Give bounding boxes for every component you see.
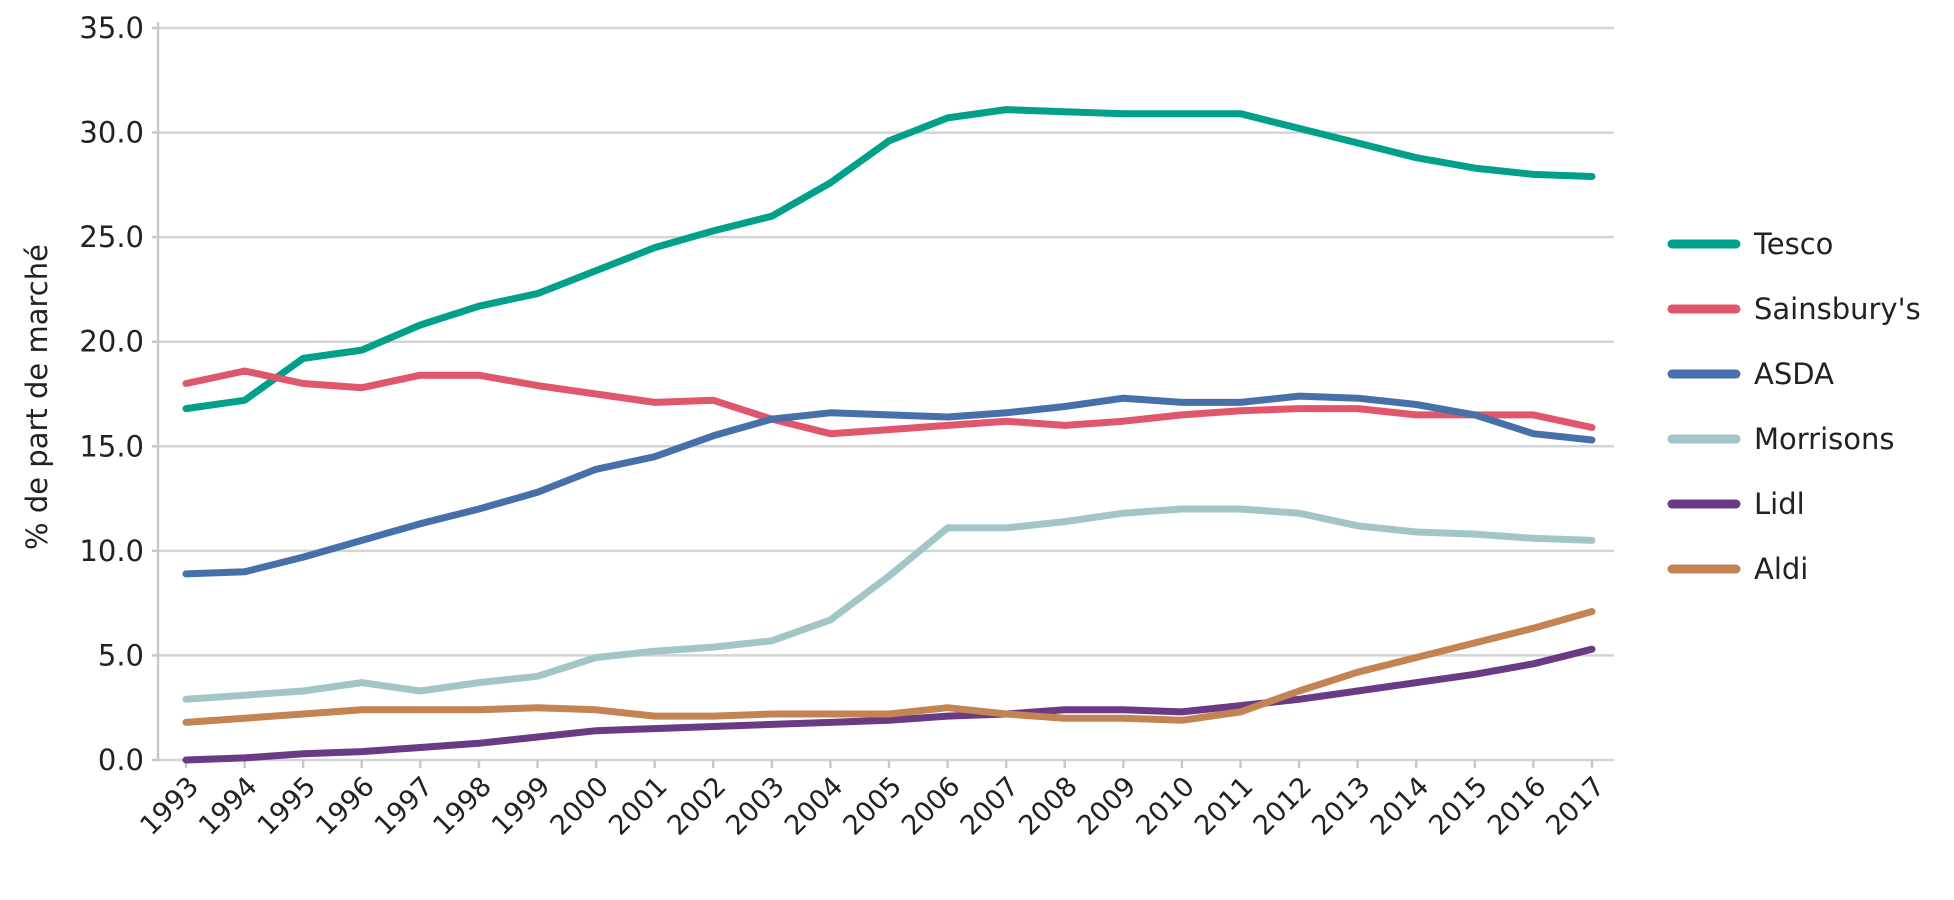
x-tick-label: 2014 <box>1365 771 1436 842</box>
series-line-morrisons <box>182 505 1596 703</box>
series-line-sainsbury-s <box>182 367 1596 438</box>
x-tick-label: 2010 <box>1130 771 1201 842</box>
y-axis-title: % de part de marché <box>20 244 54 550</box>
y-tick-labels: 0.0 5.0 10.0 15.0 20.0 25.0 30.0 35.0 <box>79 11 144 777</box>
legend: Tesco Sainsbury's ASDA Morrisons Lidl Aldi <box>1667 227 1921 586</box>
legend-label-tesco: Tesco <box>1753 227 1833 261</box>
x-tick-label: 2004 <box>779 771 850 842</box>
x-tick-label: 2009 <box>1072 771 1143 842</box>
x-tick-label: 1997 <box>369 771 440 842</box>
x-tick-label: 2001 <box>603 771 674 842</box>
x-tick-label: 2008 <box>1013 771 1084 842</box>
x-tick-label: 2005 <box>837 771 908 842</box>
x-tick-label: 1995 <box>252 771 323 842</box>
legend-label-lidl: Lidl <box>1754 487 1805 521</box>
x-tick-label: 2007 <box>955 771 1026 842</box>
y-tick-label: 20.0 <box>79 325 144 359</box>
x-tick-label: 1996 <box>310 771 381 842</box>
y-tick-label: 25.0 <box>79 220 144 254</box>
x-tick-label: 2015 <box>1423 771 1494 842</box>
x-tick-label: 1994 <box>193 771 264 842</box>
x-tick-label: 2002 <box>662 771 733 842</box>
legend-label-morrisons: Morrisons <box>1754 422 1895 456</box>
x-tick-label: 2012 <box>1248 771 1319 842</box>
grid-lines <box>158 26 1614 762</box>
y-tick-label: 15.0 <box>79 429 144 463</box>
x-tick-label: 2011 <box>1189 771 1260 842</box>
x-tick-label: 2003 <box>720 771 791 842</box>
x-tick-label: 2013 <box>1306 771 1377 842</box>
x-tick-label: 2017 <box>1540 771 1611 842</box>
series-line-aldi <box>182 608 1596 726</box>
legend-label-asda: ASDA <box>1754 357 1834 391</box>
x-tick-label: 2016 <box>1482 771 1553 842</box>
series-line-lidl <box>182 645 1596 764</box>
series-lines <box>182 106 1596 764</box>
series-line-asda <box>182 392 1596 578</box>
x-tick-label: 1999 <box>486 771 557 842</box>
legend-label-aldi: Aldi <box>1754 552 1808 586</box>
y-tick-label: 5.0 <box>98 638 144 672</box>
x-tick-label: 2006 <box>896 771 967 842</box>
x-tick-label: 2000 <box>545 771 616 842</box>
y-tick-label: 30.0 <box>79 116 144 150</box>
axes <box>152 22 1594 768</box>
y-tick-label: 10.0 <box>79 534 144 568</box>
x-tick-label: 1998 <box>427 771 498 842</box>
y-tick-label: 0.0 <box>98 743 144 777</box>
legend-label-sainsbury-s: Sainsbury's <box>1754 292 1921 326</box>
y-tick-label: 35.0 <box>79 11 144 45</box>
series-line-tesco <box>182 106 1596 413</box>
x-tick-labels: 1993199419951996199719981999200020012002… <box>134 771 1611 842</box>
x-tick-label: 1993 <box>134 771 205 842</box>
